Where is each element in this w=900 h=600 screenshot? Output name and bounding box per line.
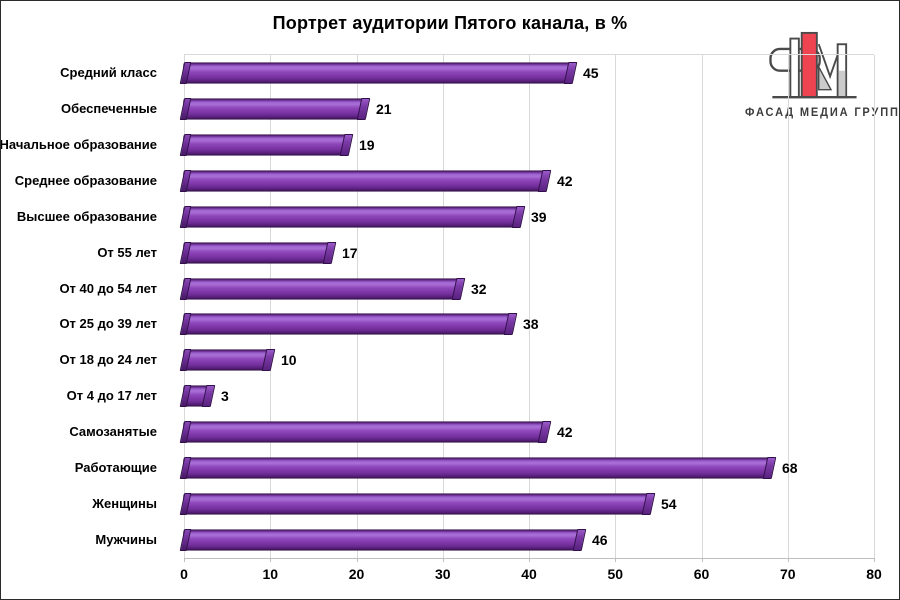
category-label-6: От 40 до 54 лет <box>59 281 157 296</box>
axis-tick-60 <box>701 558 703 562</box>
value-label-10: 42 <box>557 424 573 440</box>
category-label-7: От 25 до 39 лет <box>59 316 157 331</box>
value-label-4: 39 <box>531 209 547 225</box>
gridline-60 <box>701 55 703 558</box>
category-label-2: Начальное образование <box>0 137 157 152</box>
x-axis-label-20: 20 <box>348 566 365 582</box>
category-label-8: От 18 до 24 лет <box>59 352 157 367</box>
x-axis-label-70: 70 <box>779 566 796 582</box>
category-label-9: От 4 до 17 лет <box>66 388 157 403</box>
gridline-70 <box>787 55 789 558</box>
gridline-30 <box>442 55 444 558</box>
bar-12 <box>184 494 650 514</box>
category-label-3: Среднее образование <box>14 173 157 188</box>
gridline-40 <box>529 55 530 558</box>
axis-tick-40 <box>529 558 530 562</box>
category-label-11: Работающие <box>74 460 157 475</box>
bar-4 <box>184 207 520 227</box>
x-axis-label-10: 10 <box>262 566 279 582</box>
value-label-8: 10 <box>281 352 297 368</box>
value-label-13: 46 <box>592 532 608 548</box>
x-axis-label-60: 60 <box>693 566 710 582</box>
chart-title: Портрет аудитории Пятого канала, в % <box>272 13 628 33</box>
gridline-0 <box>184 55 185 558</box>
category-label-5: От 55 лет <box>97 245 157 260</box>
category-label-0: Средний класс <box>60 65 157 80</box>
category-label-1: Обеспеченные <box>60 101 157 116</box>
value-label-6: 32 <box>471 281 487 297</box>
bar-5 <box>184 243 331 263</box>
axis-tick-50 <box>615 558 617 562</box>
bar-8 <box>184 350 270 370</box>
bar-0 <box>184 63 572 83</box>
bar-11 <box>184 458 771 478</box>
x-axis-label-0: 0 <box>180 566 188 582</box>
x-axis-label-30: 30 <box>434 566 451 582</box>
value-label-7: 38 <box>523 316 539 332</box>
gridline-80 <box>874 55 875 558</box>
bar-7 <box>184 314 512 334</box>
value-label-3: 42 <box>557 173 573 189</box>
value-label-11: 68 <box>782 460 798 476</box>
x-axis-label-80: 80 <box>866 566 882 582</box>
category-label-12: Женщины <box>92 496 157 511</box>
value-label-5: 17 <box>342 245 358 261</box>
gridline-50 <box>615 55 617 558</box>
category-label-10: Самозанятые <box>69 424 157 439</box>
plot-area: 0 10 20 30 40 50 60 70 80 45 Средний класс 21 Обеспе… <box>1 54 882 582</box>
bar-9 <box>184 386 210 406</box>
category-label-13: Мужчины <box>95 532 157 547</box>
value-label-0: 45 <box>583 65 599 81</box>
x-axis-line <box>184 558 874 559</box>
bar-1 <box>184 99 365 119</box>
value-label-1: 21 <box>376 101 392 117</box>
axis-tick-10 <box>270 558 272 562</box>
gridline-20 <box>356 55 358 558</box>
gridline-10 <box>270 55 272 558</box>
x-axis-label-50: 50 <box>607 566 624 582</box>
bar-2 <box>184 135 348 155</box>
logo-text: ФАСАД МЕДИА ГРУПП <box>745 105 900 119</box>
value-label-9: 3 <box>221 388 229 404</box>
x-axis-label-40: 40 <box>521 566 537 582</box>
bar-6 <box>184 279 460 299</box>
category-label-4: Высшее образование <box>16 209 157 224</box>
axis-tick-70 <box>787 558 789 562</box>
value-label-2: 19 <box>359 137 375 153</box>
axis-tick-30 <box>442 558 444 562</box>
value-label-12: 54 <box>661 496 677 512</box>
bar-10 <box>184 422 546 442</box>
bar-13 <box>184 530 581 550</box>
axis-tick-0 <box>184 558 185 562</box>
axis-tick-20 <box>356 558 358 562</box>
bar-3 <box>184 171 546 191</box>
axis-tick-80 <box>874 558 875 562</box>
